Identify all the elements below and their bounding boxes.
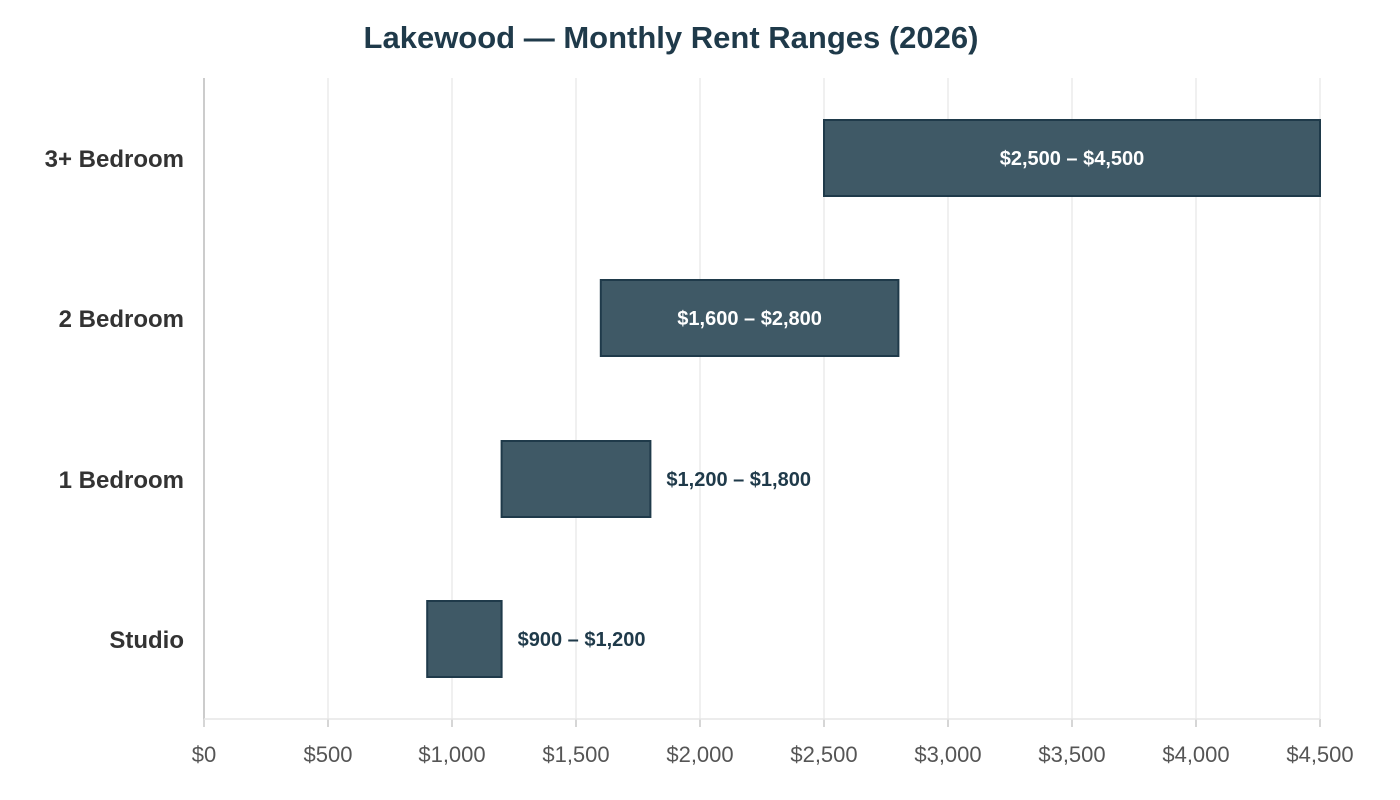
- x-tick-label: $1,000: [418, 742, 485, 767]
- x-tick-label: $4,000: [1162, 742, 1229, 767]
- data-label: $2,500 – $4,500: [1000, 148, 1145, 170]
- bar-layer: [426, 119, 1321, 678]
- category-label: 2 Bedroom: [59, 306, 184, 333]
- category-label: 3+ Bedroom: [45, 146, 184, 173]
- x-tick-label: $1,500: [542, 742, 609, 767]
- data-label: $1,200 – $1,800: [666, 469, 811, 491]
- x-tick-label: $0: [192, 742, 216, 767]
- range-bar: [599, 279, 900, 357]
- category-label: Studio: [109, 627, 184, 654]
- chart-title: Lakewood — Monthly Rent Ranges (2026): [363, 20, 979, 55]
- data-label: $1,600 – $2,800: [677, 308, 822, 330]
- range-bar: [426, 600, 503, 678]
- range-bar: [500, 440, 652, 518]
- x-tick-label: $3,000: [914, 742, 981, 767]
- x-tick-label: $2,000: [666, 742, 733, 767]
- x-tick-label: $4,500: [1286, 742, 1353, 767]
- x-tick-label: $2,500: [790, 742, 857, 767]
- category-label: 1 Bedroom: [59, 467, 184, 494]
- x-tick-label: $500: [304, 742, 353, 767]
- axis-layer: $0 $500 $1,000 $1,500 $2,000 $2,500 $3,000 $3,5…: [192, 78, 1354, 767]
- range-bar: [823, 119, 1321, 197]
- label-layer: 3+ Bedroom $2,500 – $4,500 2 Bedroom $1,600…: [45, 146, 1145, 654]
- x-tick-label: $3,500: [1038, 742, 1105, 767]
- data-label: $900 – $1,200: [518, 629, 646, 651]
